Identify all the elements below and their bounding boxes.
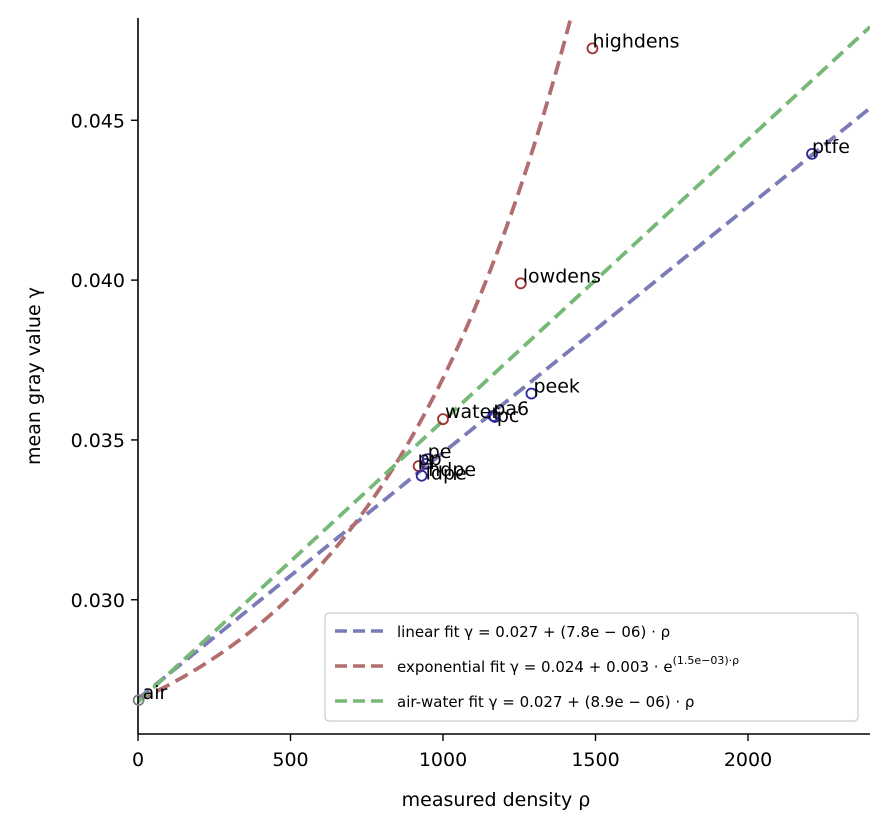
y-tick-label: 0.045 [71,110,125,132]
legend-label-air-water: air-water fit γ = 0.027 + (8.9e − 06) · … [397,693,694,711]
legend-label-exponential-sup: (1.5e−03)·ρ [673,654,740,667]
fit-curves [138,18,870,704]
data-point-peek [525,387,538,400]
point-label-peek: peek [533,376,579,398]
point-label-ptfe: ptfe [812,136,850,158]
data-point-lowdens [514,277,527,290]
data-point-water [437,413,449,426]
point-label-pp: pp [418,448,442,470]
y-axis-title: mean gray value γ [23,287,45,465]
fit-line-air-water [138,25,870,704]
point-label-lowdens: lowdens [523,265,601,287]
y-tick-label: 0.040 [71,270,125,292]
x-tick-label: 0 [132,749,144,771]
data-point-ldpe [415,469,428,482]
data-point-highdens [586,42,599,55]
y-ticks: 0.030 0.035 0.040 0.045 [71,110,138,612]
data-point-air [132,694,145,707]
point-label-pe: pe [428,441,452,463]
data-point-pc [488,411,501,423]
x-tick-label: 500 [272,749,308,771]
legend-label-exponential-main: exponential fit γ = 0.024 + 0.003 · e [397,658,673,676]
point-label-pa6: pa6 [493,398,529,420]
legend-label-linear: linear fit γ = 0.027 + (7.8e − 06) · ρ [397,623,670,641]
point-label-ldpe: ldpe [426,463,467,485]
legend-label-exponential: exponential fit γ = 0.024 + 0.003 · e(1.… [397,654,739,676]
fit-line-linear [138,106,870,701]
point-label-air: air [143,682,168,704]
y-tick-label: 0.035 [71,430,125,452]
legend: linear fit γ = 0.027 + (7.8e − 06) · ρ e… [324,612,859,722]
x-tick-label: 1500 [571,749,619,771]
data-point-hdpe [420,458,433,470]
data-points [132,42,818,707]
x-tick-label: 2000 [724,749,772,771]
x-axis-title: measured density ρ [402,789,591,811]
point-label-pc: pc [497,405,520,427]
data-point-ptfe [806,147,818,160]
data-point-pe [421,453,434,466]
point-label-highdens: highdens [592,30,679,52]
legend-box [324,612,859,722]
point-label-hdpe: hdpe [428,459,476,481]
point-label-water: water [445,401,499,423]
fit-line-exponential [138,18,573,702]
x-ticks: 0 500 1000 1500 2000 [132,734,772,771]
y-tick-label: 0.030 [71,590,125,612]
x-tick-label: 1000 [419,749,467,771]
